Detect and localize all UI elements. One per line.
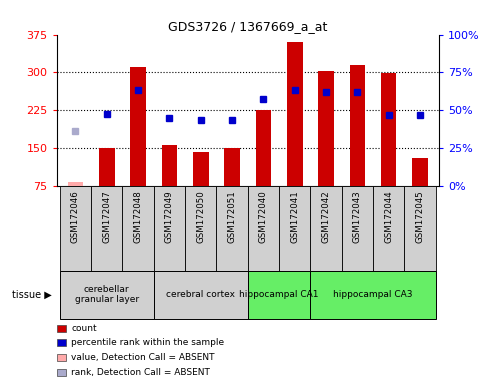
Bar	[216, 186, 248, 271]
Text: tissue ▶: tissue ▶	[12, 290, 52, 300]
Text: GSM172045: GSM172045	[416, 190, 424, 243]
Bar	[287, 42, 303, 186]
Text: value, Detection Call = ABSENT: value, Detection Call = ABSENT	[71, 353, 215, 362]
Bar	[311, 186, 342, 271]
Text: GSM172041: GSM172041	[290, 190, 299, 243]
Title: GDS3726 / 1367669_a_at: GDS3726 / 1367669_a_at	[168, 20, 327, 33]
Bar	[248, 186, 279, 271]
Bar	[193, 152, 209, 186]
Text: GSM172050: GSM172050	[196, 190, 205, 243]
Text: GSM172042: GSM172042	[321, 190, 330, 243]
Bar	[130, 68, 146, 186]
Text: cerebral cortex: cerebral cortex	[166, 290, 235, 299]
Bar	[342, 186, 373, 271]
Text: hippocampal CA1: hippocampal CA1	[239, 290, 319, 299]
Bar	[122, 186, 154, 271]
Bar	[404, 186, 436, 271]
Bar	[154, 271, 248, 319]
Bar	[373, 186, 404, 271]
Bar	[162, 145, 177, 186]
Bar	[68, 182, 83, 186]
Text: rank, Detection Call = ABSENT: rank, Detection Call = ABSENT	[71, 367, 211, 377]
Bar	[279, 186, 311, 271]
Text: GSM172048: GSM172048	[134, 190, 142, 243]
Text: GSM172049: GSM172049	[165, 190, 174, 243]
Text: percentile rank within the sample: percentile rank within the sample	[71, 338, 225, 348]
Bar	[154, 186, 185, 271]
Bar	[91, 186, 122, 271]
Text: GSM172044: GSM172044	[384, 190, 393, 243]
Text: GSM172051: GSM172051	[228, 190, 237, 243]
Text: GSM172043: GSM172043	[353, 190, 362, 243]
Text: GSM172047: GSM172047	[103, 190, 111, 243]
Bar	[224, 148, 240, 186]
Bar	[60, 271, 154, 319]
Bar	[99, 148, 115, 186]
Text: cerebellar
granular layer: cerebellar granular layer	[75, 285, 139, 305]
Text: hippocampal CA3: hippocampal CA3	[333, 290, 413, 299]
Bar	[248, 271, 311, 319]
Bar	[381, 73, 396, 186]
Bar	[185, 186, 216, 271]
Text: GSM172046: GSM172046	[71, 190, 80, 243]
Bar	[255, 111, 271, 186]
Bar	[318, 71, 334, 186]
Bar	[412, 159, 428, 186]
Bar	[60, 186, 91, 271]
Text: GSM172040: GSM172040	[259, 190, 268, 243]
Text: count: count	[71, 324, 97, 333]
Bar	[350, 65, 365, 186]
Bar	[311, 271, 436, 319]
